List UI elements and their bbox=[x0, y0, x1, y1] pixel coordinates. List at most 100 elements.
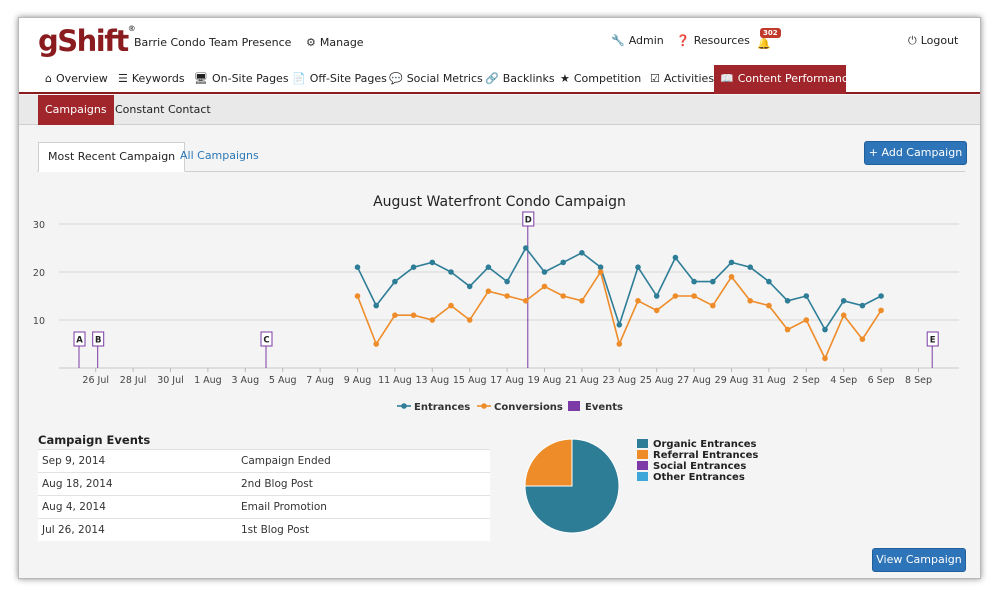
data-point bbox=[504, 293, 510, 299]
plus-icon: + bbox=[868, 146, 882, 159]
question-circle-icon: ❓ bbox=[676, 34, 690, 47]
event-flag-label: E bbox=[930, 336, 936, 346]
nav-backlinks[interactable]: 🔗 Backlinks bbox=[485, 72, 555, 85]
data-point bbox=[840, 312, 847, 318]
notifications-bell[interactable]: 🔔 bbox=[757, 37, 775, 50]
comment-icon: 💬 bbox=[389, 72, 403, 85]
pie-slice[interactable] bbox=[524, 438, 573, 487]
event-flag bbox=[522, 211, 535, 227]
data-point bbox=[691, 278, 697, 285]
tab-all-campaigns[interactable]: All Campaigns bbox=[180, 149, 259, 162]
content-area: Most Recent Campaign All Campaigns + Add… bbox=[19, 126, 980, 578]
data-point bbox=[597, 269, 604, 275]
link-icon: 🔗 bbox=[485, 72, 499, 85]
data-point bbox=[523, 245, 529, 251]
data-point bbox=[747, 264, 753, 270]
event-row: Jul 26, 2014 1st Blog Post bbox=[38, 518, 490, 541]
x-tick-label: 6 Sep bbox=[868, 375, 895, 386]
data-point bbox=[747, 298, 753, 304]
y-tick-label: 20 bbox=[33, 268, 45, 279]
data-point bbox=[523, 298, 529, 304]
manage-menu[interactable]: ⚙ Manage bbox=[306, 36, 364, 49]
x-tick-label: 26 Jul bbox=[82, 375, 109, 386]
resources-link[interactable]: ❓ Resources bbox=[676, 34, 750, 47]
x-tick-label: 31 Aug bbox=[752, 375, 786, 386]
data-point bbox=[822, 355, 828, 362]
x-tick-label: 17 Aug bbox=[490, 375, 524, 386]
subnav-campaigns[interactable]: Campaigns bbox=[38, 95, 114, 125]
data-point bbox=[840, 298, 847, 304]
data-point bbox=[635, 264, 641, 270]
data-point bbox=[504, 278, 510, 285]
event-row: Aug 18, 2014 2nd Blog Post bbox=[38, 472, 490, 495]
pie-legend-item[interactable]: Social Entrances bbox=[637, 461, 758, 472]
nav-social-metrics[interactable]: 💬 Social Metrics bbox=[389, 72, 483, 85]
nav-competition[interactable]: ★ Competition bbox=[560, 72, 642, 85]
main-nav: ⌂ Overview ☰ Keywords 🖥 On-Site Pages 📄 Off-… bbox=[19, 65, 980, 94]
pie-legend-item[interactable]: Other Entrances bbox=[637, 472, 758, 483]
y-tick-label: 10 bbox=[33, 316, 45, 327]
legend-marker bbox=[401, 403, 407, 409]
event-flag bbox=[73, 331, 86, 347]
data-point bbox=[710, 278, 716, 285]
add-campaign-button[interactable]: + Add Campaign bbox=[864, 141, 967, 165]
account-name[interactable]: Barrie Condo Team Presence bbox=[134, 36, 292, 49]
event-flag bbox=[926, 331, 939, 347]
x-tick-label: 2 Sep bbox=[793, 375, 820, 386]
data-point bbox=[635, 298, 641, 304]
gshift-logo[interactable]: gShift® bbox=[38, 24, 136, 58]
nav-on-site-pages[interactable]: 🖥 On-Site Pages bbox=[194, 72, 289, 85]
data-point bbox=[728, 259, 735, 266]
x-tick-label: 9 Aug bbox=[344, 375, 372, 386]
legend-label: Entrances bbox=[414, 402, 470, 413]
legend-label: Conversions bbox=[494, 402, 563, 413]
data-point bbox=[766, 302, 772, 309]
nav-content-performance[interactable]: 📖 Content Performance bbox=[714, 65, 855, 94]
subnav-constant-contact[interactable]: Constant Contact bbox=[115, 103, 211, 116]
data-point bbox=[878, 293, 884, 299]
admin-link[interactable]: 🔧 Admin bbox=[611, 34, 664, 47]
event-row: Aug 4, 2014 Email Promotion bbox=[38, 495, 490, 518]
view-campaign-button[interactable]: View Campaign bbox=[872, 548, 966, 572]
x-tick-label: 30 Jul bbox=[157, 375, 184, 386]
event-flag bbox=[92, 331, 105, 347]
wrench-icon: 🔧 bbox=[611, 34, 625, 47]
event-flag-label: B bbox=[95, 336, 101, 346]
data-point bbox=[616, 322, 623, 328]
tab-most-recent-campaign[interactable]: Most Recent Campaign bbox=[38, 142, 186, 172]
campaign-events-table: Sep 9, 2014 Campaign Ended Aug 18, 2014 2n… bbox=[38, 449, 490, 541]
data-point bbox=[354, 264, 361, 270]
data-point bbox=[373, 302, 380, 309]
x-tick-label: 7 Aug bbox=[306, 375, 334, 386]
data-point bbox=[541, 269, 548, 275]
logout-link[interactable]: ⏻ Logout bbox=[908, 34, 959, 47]
data-point bbox=[859, 336, 866, 342]
data-point bbox=[560, 293, 566, 299]
app-window: gShift® Barrie Condo Team Presence ⚙ Mana… bbox=[18, 17, 981, 579]
data-point bbox=[878, 307, 884, 314]
data-point bbox=[410, 312, 417, 318]
power-icon: ⏻ bbox=[908, 34, 917, 47]
data-point bbox=[653, 307, 660, 314]
nav-off-site-pages[interactable]: 📄 Off-Site Pages bbox=[292, 72, 387, 85]
top-bar: gShift® Barrie Condo Team Presence ⚙ Mana… bbox=[19, 18, 980, 65]
pie-legend-item[interactable]: Referral Entrances bbox=[637, 450, 758, 461]
data-point bbox=[691, 293, 697, 299]
x-tick-label: 1 Aug bbox=[194, 375, 222, 386]
legend-swatch bbox=[637, 472, 648, 481]
data-point bbox=[597, 264, 604, 270]
data-point bbox=[429, 317, 436, 323]
pie-legend-item[interactable]: Organic Entrances bbox=[637, 439, 758, 450]
data-point bbox=[710, 302, 716, 309]
data-point bbox=[373, 341, 380, 347]
data-point bbox=[579, 298, 585, 304]
data-point bbox=[859, 302, 866, 309]
nav-overview[interactable]: ⌂ Overview bbox=[45, 72, 108, 85]
x-tick-label: 4 Sep bbox=[830, 375, 857, 386]
x-tick-label: 23 Aug bbox=[602, 375, 636, 386]
checkbox-icon: ☑ bbox=[650, 72, 660, 85]
event-flag bbox=[260, 331, 273, 347]
nav-activities[interactable]: ☑ Activities bbox=[650, 72, 715, 85]
x-tick-label: 13 Aug bbox=[415, 375, 449, 386]
nav-keywords[interactable]: ☰ Keywords bbox=[118, 72, 185, 85]
